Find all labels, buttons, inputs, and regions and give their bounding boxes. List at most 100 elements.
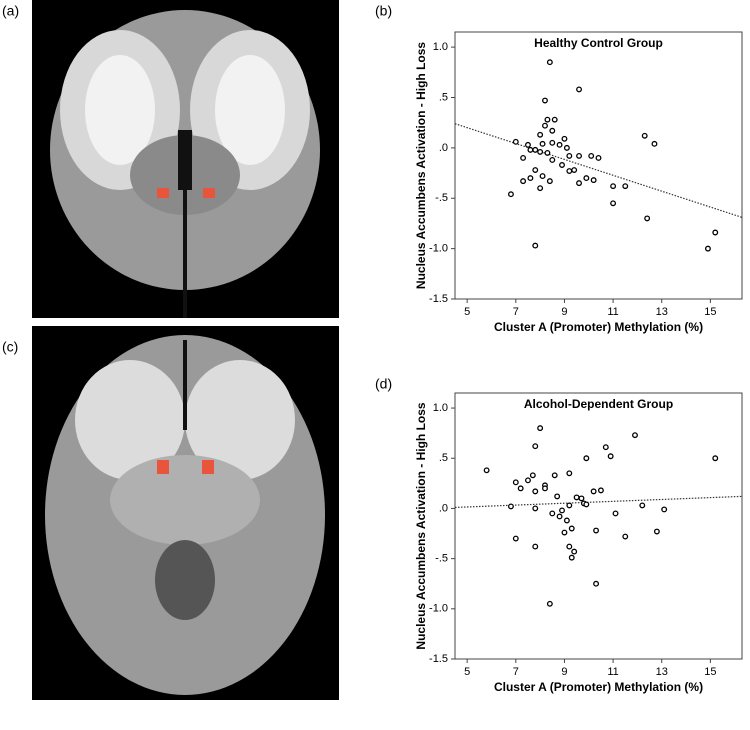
scatter-point xyxy=(588,152,595,159)
scatter-point xyxy=(532,242,539,249)
scatter-point xyxy=(556,141,563,148)
scatter-point xyxy=(568,525,575,532)
y-tick-label: .5 xyxy=(439,452,448,464)
scatter-point xyxy=(712,455,719,462)
scatter-point xyxy=(542,122,548,129)
scatter-point xyxy=(576,180,582,187)
y-tick-label: -.5 xyxy=(435,553,448,565)
scatter-point xyxy=(551,472,558,479)
scatter-point xyxy=(639,502,646,509)
scatter-point xyxy=(537,131,544,138)
scatter-point xyxy=(546,59,553,66)
x-tick-label: 13 xyxy=(656,666,668,678)
scatter-point xyxy=(537,185,544,192)
scatter-point xyxy=(566,470,573,477)
scatter-point xyxy=(532,443,539,450)
scatter-point xyxy=(583,455,590,462)
scatter-point xyxy=(527,146,534,153)
scatter-point xyxy=(532,167,539,173)
scatter-point xyxy=(507,191,514,198)
x-tick-label: 9 xyxy=(561,666,567,678)
y-tick-label: -.5 xyxy=(435,192,448,204)
scatter-point xyxy=(712,229,719,236)
chart-title: Healthy Control Group xyxy=(534,36,663,50)
scatter-point xyxy=(610,183,617,190)
scatter-point xyxy=(568,554,575,561)
brain-image-coronal xyxy=(32,0,339,318)
y-axis-label: Nucleus Accumbens Activation - High Loss xyxy=(414,42,428,289)
scatter-point xyxy=(520,154,527,161)
y-tick-label: .0 xyxy=(439,502,448,514)
scatter-point xyxy=(573,494,580,501)
scatter-point xyxy=(583,175,590,182)
scatter-point xyxy=(512,138,519,145)
scatter-point xyxy=(661,506,668,513)
scatter-point xyxy=(566,543,573,550)
scatter-point xyxy=(546,600,553,607)
scatter-point xyxy=(651,140,658,147)
scatter-point xyxy=(527,175,534,182)
x-tick-label: 15 xyxy=(704,666,716,678)
scatter-point xyxy=(525,477,531,484)
scatter-point xyxy=(566,502,573,509)
y-tick-label: .5 xyxy=(439,91,448,103)
scatter-point xyxy=(520,178,527,185)
scatter-point xyxy=(539,173,546,180)
scatter-point xyxy=(483,467,490,474)
fit-line xyxy=(454,123,743,218)
scatter-point xyxy=(653,528,660,535)
scatter-point xyxy=(622,183,629,190)
fit-line xyxy=(454,495,743,509)
y-tick-label: -1.5 xyxy=(429,653,448,665)
y-tick-label: .0 xyxy=(439,142,448,154)
scatter-point xyxy=(595,154,602,161)
scatter-point xyxy=(566,152,573,159)
scatter-point xyxy=(576,152,582,159)
scatter-point xyxy=(532,543,539,550)
scatter-point xyxy=(561,529,568,536)
scatter-point xyxy=(607,453,614,460)
scatter-point xyxy=(517,485,524,492)
scatter-point xyxy=(559,162,565,168)
scatter-point xyxy=(612,510,619,517)
scatter-point xyxy=(554,493,561,500)
y-tick-label: 1.0 xyxy=(433,402,448,414)
scatter-point xyxy=(549,139,556,146)
y-tick-label: -1.0 xyxy=(429,603,448,615)
scatter-point xyxy=(537,148,544,155)
scatter-point xyxy=(590,177,597,184)
panel-label: (d) xyxy=(375,376,392,392)
x-tick-label: 7 xyxy=(513,666,519,678)
x-tick-label: 11 xyxy=(607,666,618,678)
x-tick-label: 11 xyxy=(607,306,618,318)
panel-label: (a) xyxy=(2,3,19,19)
scatter-point xyxy=(610,200,617,207)
y-axis-label: Nucleus Accumbens Activation - High Loss xyxy=(414,402,428,649)
scatter-point xyxy=(549,510,556,517)
scatter-point xyxy=(525,141,531,148)
scatter-point xyxy=(571,167,578,173)
scatter-point xyxy=(551,116,558,123)
scatter-point xyxy=(542,485,548,492)
scatter-point xyxy=(593,527,600,534)
scatter-point xyxy=(590,488,597,495)
scatter-point xyxy=(507,503,514,510)
scatter-point xyxy=(571,548,578,555)
x-axis-label: Cluster A (Promoter) Methylation (%) xyxy=(494,680,703,694)
scatter-point xyxy=(537,425,544,432)
scatter-point xyxy=(566,168,573,174)
scatter-point xyxy=(512,479,519,486)
plot-frame xyxy=(454,31,743,300)
scatter-point xyxy=(532,505,539,512)
x-tick-label: 15 xyxy=(704,306,716,318)
scatter-point xyxy=(544,149,551,156)
y-tick-label: -1.0 xyxy=(429,243,448,255)
x-tick-label: 13 xyxy=(656,306,668,318)
scatter-point xyxy=(512,535,519,542)
scatter-point xyxy=(529,472,536,479)
scatter-point xyxy=(561,135,568,142)
scatter-point xyxy=(622,533,629,540)
scatter-point xyxy=(559,507,565,514)
